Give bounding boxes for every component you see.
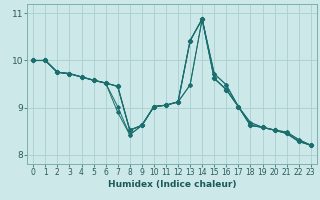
X-axis label: Humidex (Indice chaleur): Humidex (Indice chaleur) [108, 180, 236, 189]
